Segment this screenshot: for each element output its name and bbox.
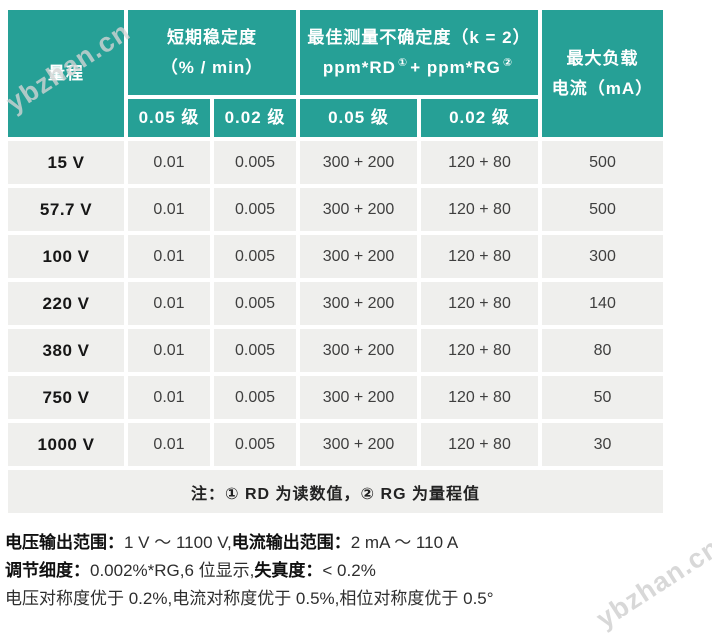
range-cell: 1000 V xyxy=(8,423,124,466)
footer-line-resolution-distortion: 调节细度：0.002%*RG,6 位显示,失真度：< 0.2% xyxy=(5,561,376,580)
col-header-short-term-stability: 短期稳定度 （% / min） xyxy=(128,10,296,95)
short-term-unit: （% / min） xyxy=(160,57,264,77)
uncertainty-005-cell: 300 + 200 xyxy=(300,329,417,372)
uncertainty-002-cell: 120 + 80 xyxy=(421,282,538,325)
stability-002-cell: 0.005 xyxy=(214,141,296,184)
uncertainty-formula: ppm*RD ① + ppm*RG ② xyxy=(322,56,514,77)
max-current-cell: 50 xyxy=(542,376,663,419)
range-cell: 380 V xyxy=(8,329,124,372)
uncertainty-005-cell: 300 + 200 xyxy=(300,188,417,231)
stability-002-cell: 0.005 xyxy=(214,282,296,325)
max-current-cell: 140 xyxy=(542,282,663,325)
max-load-title: 最大负载 xyxy=(566,48,639,68)
uncertainty-002-cell: 120 + 80 xyxy=(421,188,538,231)
subheader-stability-class-002: 0.02 级 xyxy=(214,99,296,137)
subheader-stability-class-005: 0.05 级 xyxy=(128,99,210,137)
col-header-max-load-current: 最大负载 电流（mA） xyxy=(542,10,663,137)
footnote-marker-2: ② xyxy=(502,56,514,69)
uncertainty-005-cell: 300 + 200 xyxy=(300,282,417,325)
col-header-range: 量程 xyxy=(8,10,124,137)
subheader-uncertainty-class-002: 0.02 级 xyxy=(421,99,538,137)
stability-002-cell: 0.005 xyxy=(214,376,296,419)
range-cell: 100 V xyxy=(8,235,124,278)
stability-005-cell: 0.01 xyxy=(128,141,210,184)
col-header-uncertainty: 最佳测量不确定度（k = 2） ppm*RD ① + ppm*RG ② xyxy=(300,10,538,95)
footnote-marker-1: ① xyxy=(397,56,409,69)
uncertainty-002-cell: 120 + 80 xyxy=(421,235,538,278)
subheader-uncertainty-class-005: 0.05 级 xyxy=(300,99,417,137)
stability-002-cell: 0.005 xyxy=(214,188,296,231)
uncertainty-005-cell: 300 + 200 xyxy=(300,376,417,419)
stability-005-cell: 0.01 xyxy=(128,376,210,419)
range-cell: 750 V xyxy=(8,376,124,419)
stability-005-cell: 0.01 xyxy=(128,329,210,372)
max-current-cell: 80 xyxy=(542,329,663,372)
uncertainty-title: 最佳测量不确定度（k = 2） xyxy=(307,27,531,47)
uncertainty-002-cell: 120 + 80 xyxy=(421,423,538,466)
spec-table: 量程 短期稳定度 （% / min） 最佳测量不确定度（k = 2） ppm*R… xyxy=(8,10,663,513)
uncertainty-005-cell: 300 + 200 xyxy=(300,423,417,466)
uncertainty-002-cell: 120 + 80 xyxy=(421,329,538,372)
stability-005-cell: 0.01 xyxy=(128,235,210,278)
uncertainty-005-cell: 300 + 200 xyxy=(300,141,417,184)
range-cell: 57.7 V xyxy=(8,188,124,231)
max-current-cell: 500 xyxy=(542,141,663,184)
max-current-cell: 30 xyxy=(542,423,663,466)
footer-line-symmetry: 电压对称度优于 0.2%,电流对称度优于 0.5%,相位对称度优于 0.5° xyxy=(5,589,494,608)
note-row: 注：① RD 为读数值，② RG 为量程值 xyxy=(8,470,663,513)
uncertainty-005-cell: 300 + 200 xyxy=(300,235,417,278)
max-current-cell: 300 xyxy=(542,235,663,278)
footer-notes: 电压输出范围：1 V ～ 1100 V,电流输出范围：2 mA ～ 110 A … xyxy=(5,529,705,613)
max-current-cell: 500 xyxy=(542,188,663,231)
stability-002-cell: 0.005 xyxy=(214,329,296,372)
uncertainty-002-cell: 120 + 80 xyxy=(421,376,538,419)
stability-005-cell: 0.01 xyxy=(128,282,210,325)
stability-002-cell: 0.005 xyxy=(214,423,296,466)
range-cell: 220 V xyxy=(8,282,124,325)
stability-005-cell: 0.01 xyxy=(128,423,210,466)
uncertainty-002-cell: 120 + 80 xyxy=(421,141,538,184)
range-cell: 15 V xyxy=(8,141,124,184)
stability-005-cell: 0.01 xyxy=(128,188,210,231)
footer-line-output-ranges: 电压输出范围：1 V ～ 1100 V,电流输出范围：2 mA ～ 110 A xyxy=(5,533,459,552)
max-load-unit: 电流（mA） xyxy=(551,78,654,98)
short-term-title: 短期稳定度 xyxy=(167,27,257,47)
stability-002-cell: 0.005 xyxy=(214,235,296,278)
